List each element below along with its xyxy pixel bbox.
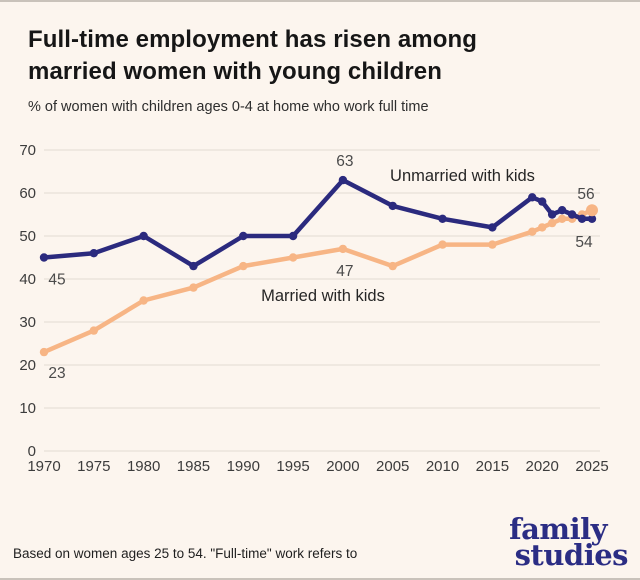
y-tick-label: 10 [19,400,36,417]
x-tick-label: 2025 [575,458,608,475]
x-tick-label: 1985 [177,458,210,475]
value-annotation: 56 [577,186,594,203]
x-tick-label: 1980 [127,458,160,475]
data-point [488,240,497,249]
data-point [89,326,99,335]
data-point [139,296,148,305]
data-point [488,223,497,232]
logo-word-studies: studies [514,538,629,572]
x-tick-label: 1990 [227,458,260,475]
data-point [288,231,298,241]
data-point [288,253,298,262]
data-point [239,231,248,241]
value-annotation: 63 [336,153,353,170]
data-point [388,261,397,271]
x-tick-label: 2010 [426,458,459,475]
chart-title-line2: married women with young children [28,58,443,85]
data-point [537,223,547,232]
data-point [528,227,537,236]
y-tick-label: 70 [19,142,36,159]
footnote-line1: Based on women ages 25 to 54. "Full-time… [13,546,358,561]
data-point [577,214,587,223]
x-tick-label: 2005 [376,458,409,475]
data-point [547,210,557,219]
y-tick-label: 20 [19,357,36,374]
x-tick-label: 1995 [276,458,309,475]
data-point [528,193,537,202]
y-tick-label: 40 [19,271,36,288]
data-point [39,347,49,357]
series-line [41,207,595,355]
data-point [139,231,148,241]
logo-word-family: family [509,512,607,546]
y-tick-label: 0 [28,443,36,460]
family-studies-logo: family studies [458,512,629,572]
data-point [557,206,567,215]
data-point [557,214,567,223]
chart-subtitle: % of women with children ages 0-4 at hom… [28,99,429,115]
bottom-edge-line [0,578,640,580]
data-point [438,214,447,223]
value-annotation: 54 [575,234,593,251]
chart-title-line1: Full-time employment has risen among [28,26,478,53]
y-tick-label: 50 [19,228,36,245]
chart-title: Full-time employment has risen among mar… [28,24,588,88]
x-tick-label: 2000 [326,458,359,475]
data-point [239,261,248,271]
series-label-annotation: Unmarried with kids [390,167,535,185]
data-point [438,240,447,249]
data-point [567,210,577,219]
emphasized-data-point [586,204,598,217]
value-annotation: 47 [336,263,353,280]
data-point [537,197,547,206]
data-point [388,201,397,211]
series-label-annotation: Married with kids [261,287,385,305]
data-point [338,175,348,185]
employment-line-chart: 0 10 20 30 40 50 60 70 1970 1975 1980 1985 1990 1995 2… [19,142,608,475]
x-tick-label: 2020 [525,458,558,475]
value-annotation: 23 [48,365,65,382]
top-edge-line [0,0,640,2]
data-point [338,244,348,254]
x-tick-label: 1970 [27,458,60,475]
chart-footnote: Based on women ages 25 to 54. "Full-time… [13,509,493,580]
data-point [89,249,99,258]
data-point [587,214,597,223]
y-tick-label: 60 [19,185,36,202]
data-point [39,253,49,262]
data-point [547,218,557,228]
data-point [189,283,198,292]
value-annotation: 45 [48,272,65,289]
y-tick-label: 30 [19,314,36,331]
data-point [189,261,198,271]
x-tick-label: 1975 [77,458,110,475]
x-tick-label: 2015 [476,458,509,475]
